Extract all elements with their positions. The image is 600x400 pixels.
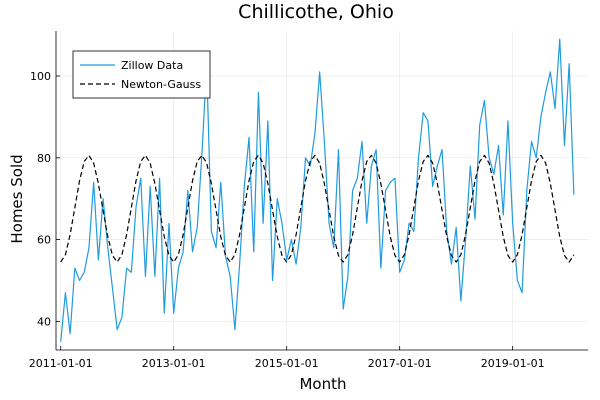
series-line-zillow-data [60,38,575,342]
x-tick-label: 2019-01-01 [481,357,545,370]
axes [55,31,588,351]
y-tick-label: 100 [30,70,51,83]
x-tick-label: 2017-01-01 [368,357,432,370]
series-layer [60,38,575,342]
y-tick-label: 80 [37,152,51,165]
series-line-newton-gauss [60,154,575,263]
legend-label-zillow: Zillow Data [121,59,183,72]
x-tick-label: 2015-01-01 [255,357,319,370]
legend-box [72,50,211,99]
tick-labels: 2011-01-01 2013-01-01 2015-01-01 2017-01-01… [29,70,545,370]
x-tick-label: 2011-01-01 [29,357,93,370]
legend: Zillow Data Newton-Gauss [72,50,211,99]
y-axis-label: Homes Sold [8,154,26,243]
chart-title: Chillicothe, Ohio [238,1,394,23]
y-tick-label: 60 [37,234,51,247]
legend-label-newton-gauss: Newton-Gauss [121,78,201,91]
x-axis-label: Month [299,375,346,393]
x-tick-label: 2013-01-01 [142,357,206,370]
y-tick-label: 40 [37,315,51,328]
